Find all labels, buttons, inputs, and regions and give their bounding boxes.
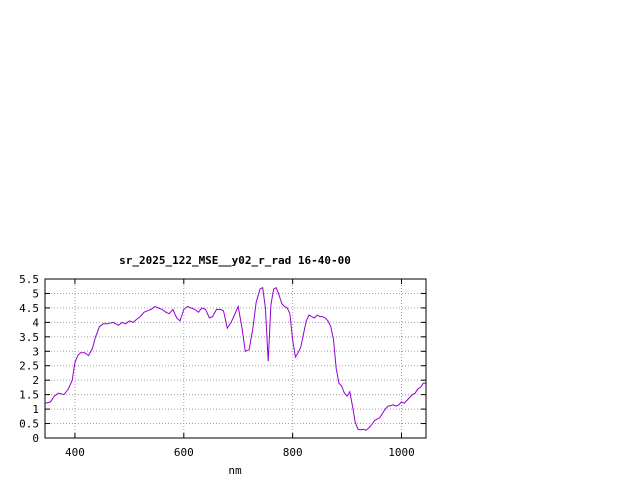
y-tick-label: 4 [32, 316, 39, 329]
y-tick-label: 2.5 [19, 360, 39, 373]
x-tick-label: 800 [283, 446, 303, 459]
y-tick-label: 1 [32, 403, 39, 416]
y-tick-label: 3.5 [19, 331, 39, 344]
y-tick-label: 1.5 [19, 389, 39, 402]
y-tick-label: 4.5 [19, 302, 39, 315]
y-tick-label: 3 [32, 345, 39, 358]
y-tick-label: 2 [32, 374, 39, 387]
y-tick-label: 5 [32, 287, 39, 300]
x-tick-label: 400 [65, 446, 85, 459]
y-tick-label: 0 [32, 432, 39, 445]
x-tick-label: 600 [174, 446, 194, 459]
y-tick-label: 5.5 [19, 273, 39, 286]
x-axis: 400 600 800 1000 [65, 279, 415, 459]
x-axis-label: nm [228, 464, 242, 477]
chart-title: sr_2025_122_MSE__y02_r_rad 16-40-00 [119, 254, 351, 267]
x-tick-label: 1000 [388, 446, 415, 459]
series-line [44, 286, 426, 431]
grid [45, 279, 426, 438]
y-axis: 00.5 11.5 22.5 33.5 44.5 55.5 [19, 273, 426, 445]
plot-frame [44, 278, 427, 439]
y-tick-label: 0.5 [19, 418, 39, 431]
